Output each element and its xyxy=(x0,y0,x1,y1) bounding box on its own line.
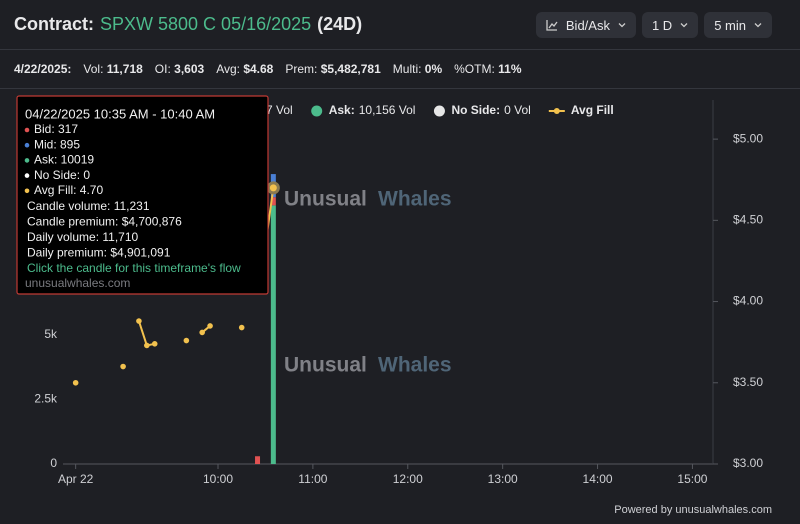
chart-icon xyxy=(546,20,558,31)
watermark: Whales xyxy=(378,188,452,211)
stat-value: 0% xyxy=(424,62,443,76)
y-tick-label: 5k xyxy=(44,327,58,341)
avg-fill-point xyxy=(72,379,79,386)
x-tick-label: 14:00 xyxy=(583,472,613,486)
x-tick-label: 12:00 xyxy=(393,472,423,486)
stat-value: 3,603 xyxy=(174,62,205,76)
stat: Prem: $5,482,781 xyxy=(285,62,380,76)
stat-label: Multi: xyxy=(392,62,422,76)
legend-line-dot xyxy=(553,108,560,114)
tooltip-line: Daily volume: 11,710 xyxy=(27,230,138,244)
avg-fill-point xyxy=(266,181,280,195)
x-tick-label: 15:00 xyxy=(677,472,707,486)
avg-fill-point xyxy=(151,340,158,347)
bar-segment xyxy=(270,205,276,464)
tooltip-line: Candle premium: $4,700,876 xyxy=(27,215,182,229)
tooltip xyxy=(16,95,269,295)
dte: (24D) xyxy=(317,14,363,34)
avg-fill-point xyxy=(207,323,213,329)
y2-tick-label: $5.00 xyxy=(733,131,763,145)
tooltip-line: Mid: 895 xyxy=(34,137,80,151)
y2-tick-label: $4.50 xyxy=(733,213,763,227)
chevron xyxy=(618,23,626,28)
control-button[interactable]: 1 D xyxy=(641,12,699,38)
tooltip-dot xyxy=(24,158,30,163)
header: Contract: SPXW 5800 C 05/16/2025 (24D) Bid… xyxy=(0,0,800,50)
bar-segment xyxy=(255,456,261,464)
tooltip-line: Ask: 10019 xyxy=(34,153,94,167)
watermark: Unusual xyxy=(284,354,367,377)
legend-dot xyxy=(433,105,445,117)
avg-fill-point xyxy=(199,329,205,336)
stat-label: Avg: xyxy=(216,62,240,76)
avg-fill-point xyxy=(136,318,142,324)
control-label: Bid/Ask xyxy=(565,17,610,33)
tooltip-dot xyxy=(24,188,30,194)
tooltip-source: unusualwhales.com xyxy=(25,276,130,290)
avg-fill-point xyxy=(144,342,150,349)
stat-label: %OTM: xyxy=(454,62,495,76)
stat-value: $5,482,781 xyxy=(320,62,381,76)
stat: %OTM: 11% xyxy=(454,62,521,76)
tooltip-line: No Side: 0 xyxy=(34,168,90,182)
chevron xyxy=(754,23,762,28)
stat-label: Prem: xyxy=(285,62,318,76)
control-label: 1 D xyxy=(651,17,673,33)
tooltip-dot xyxy=(24,127,30,133)
stats: 4/22/2025: Vol: 11,718 OI: 3,603 Avg: $4.68… xyxy=(14,62,522,76)
stat-label: Vol: xyxy=(83,62,104,76)
tooltip-title: 04/22/2025 10:35 AM - 10:40 AM xyxy=(25,106,215,121)
tooltip-dot xyxy=(24,142,30,148)
contract: SPXW 5800 C 05/16/2025 xyxy=(100,14,312,34)
legend-label: No Side: xyxy=(451,103,500,117)
avg-fill-point xyxy=(238,324,245,331)
legend-dot xyxy=(311,105,323,117)
footer: Powered by unusualwhales.com xyxy=(614,504,772,516)
watermark: Whales xyxy=(378,354,452,377)
stat: Vol: 11,718 xyxy=(83,62,142,76)
y2-tick-label: $3.00 xyxy=(733,456,763,470)
legend-label: Ask: xyxy=(329,103,355,117)
stat: OI: 3,603 xyxy=(155,62,204,76)
stat: Multi: 0% xyxy=(393,62,442,76)
x-tick-label: 10:00 xyxy=(203,472,233,486)
legend-text: 10,156 Vol xyxy=(359,103,416,117)
control-button[interactable]: 5 min xyxy=(704,12,772,38)
controls: Bid/Ask 1 D 5 min xyxy=(535,12,772,38)
y-tick-label: 0 xyxy=(50,456,57,470)
contract-title: Contract: SPXW 5800 C 05/16/2025 (24D) xyxy=(14,14,362,35)
tooltip-dot xyxy=(24,173,30,178)
stat-value: 11% xyxy=(498,62,522,76)
tooltip-line: Candle volume: 11,231 xyxy=(27,199,150,213)
bar-segment xyxy=(270,197,276,206)
y2-tick-label: $3.50 xyxy=(733,375,763,389)
legend-text: 0 Vol xyxy=(504,103,531,117)
stat-value: 11,718 xyxy=(106,62,143,76)
watermark: Unusual xyxy=(284,188,367,211)
label: Contract: xyxy=(14,14,94,34)
x-tick-label: 11:00 xyxy=(298,472,327,486)
stats-date: 4/22/2025: xyxy=(14,62,72,76)
x-tick-label: 13:00 xyxy=(488,472,518,486)
avg-fill-point xyxy=(120,363,126,370)
legend-label: Avg Fill xyxy=(571,103,614,117)
tooltip-line: Avg Fill: 4.70 xyxy=(34,183,103,197)
control-label: 5 min xyxy=(714,17,746,33)
chevron xyxy=(680,23,688,28)
y-tick-label: 2.5k xyxy=(34,392,58,406)
tooltip-link: Click the candle for this timeframe's fl… xyxy=(27,261,241,275)
stat-label: OI: xyxy=(154,62,171,76)
avg-fill-point xyxy=(183,337,190,344)
tooltip-line: Daily premium: $4,901,091 xyxy=(27,246,171,260)
y2-tick-label: $4.00 xyxy=(733,294,763,308)
stat: Avg: $4.68 xyxy=(216,62,273,76)
stat-value: $4.68 xyxy=(243,62,274,76)
x-tick-label: Apr 22 xyxy=(58,472,94,486)
tooltip-line: Bid: 317 xyxy=(34,122,78,136)
divider xyxy=(0,88,800,89)
control-button[interactable]: Bid/Ask xyxy=(535,12,636,38)
